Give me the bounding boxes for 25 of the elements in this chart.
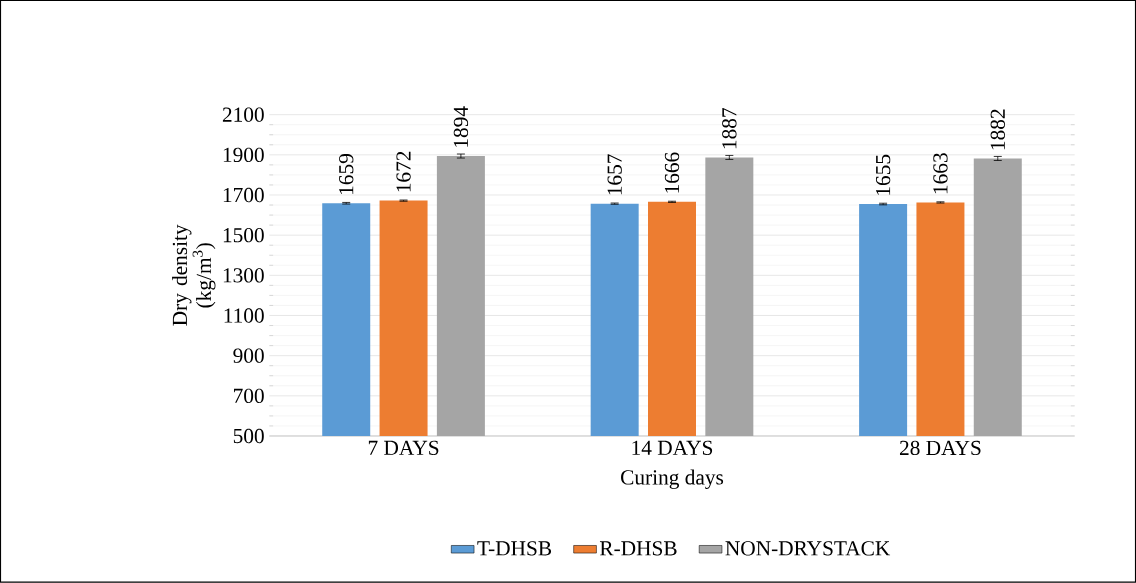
data-label: 1666 [664, 152, 680, 193]
x-tick-label: 7 DAYS [368, 440, 439, 456]
data-label: 1657 [607, 154, 622, 195]
y-tick-label: 1100 [224, 308, 264, 323]
y-tick-label: 2100 [222, 107, 264, 123]
data-label: 1655 [875, 155, 891, 195]
legend-label: NON-DRYSTACK [725, 541, 891, 556]
x-tick-label: 14 DAYS [632, 440, 713, 456]
legend-label: T-DHSB [477, 541, 552, 556]
data-label: 1672 [396, 151, 411, 192]
y-tick-label: 1700 [223, 187, 264, 203]
data-label: 1659 [339, 154, 354, 195]
legend-label: R-DHSB [599, 541, 677, 556]
data-label: 1882 [990, 109, 1005, 150]
x-axis-title: Curing days [621, 469, 724, 490]
y-tick-label: 700 [234, 388, 264, 404]
y-tick-label: 1300 [223, 268, 264, 283]
y-tick-label: 900 [233, 348, 264, 364]
y-tick-label: 500 [233, 428, 264, 444]
y-tick-label: 1900 [223, 147, 264, 163]
data-label: 1894 [453, 106, 469, 147]
y-tick-label: 1500 [223, 228, 264, 243]
data-label: 1887 [722, 108, 737, 149]
x-tick-label: 28 DAYS [899, 440, 981, 456]
data-label: 1663 [933, 153, 948, 194]
